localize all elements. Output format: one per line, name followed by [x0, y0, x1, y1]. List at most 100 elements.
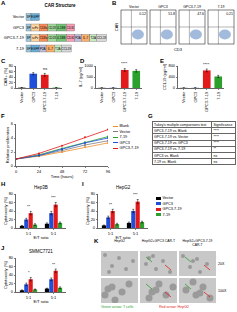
svg-text:**: **	[27, 204, 31, 209]
svg-text:GPC3-7-19: GPC3-7-19	[42, 91, 47, 112]
svg-text:20: 20	[9, 217, 14, 222]
svg-text:SP: SP	[26, 15, 30, 19]
svg-text:Vector: Vector	[129, 5, 140, 9]
svg-text:48: 48	[60, 169, 65, 174]
svg-text:60: 60	[9, 200, 14, 205]
svg-text:GPC3-7-19: GPC3-7-19	[4, 35, 25, 40]
svg-text:T2A: T2A	[90, 36, 96, 40]
svg-text:Cytotoxicity (%): Cytotoxicity (%)	[85, 196, 90, 224]
svg-text:0: 0	[11, 85, 14, 90]
svg-text:HepG2: HepG2	[116, 185, 131, 190]
svg-text:60: 60	[91, 200, 96, 205]
svg-text:GPC3-7-19: GPC3-7-19	[204, 91, 209, 112]
svg-text:5:1: 5:1	[51, 295, 57, 300]
svg-text:20: 20	[91, 217, 96, 222]
svg-text:72: 72	[83, 169, 88, 174]
svg-text:80: 80	[91, 191, 96, 196]
svg-text:5:1: 5:1	[51, 231, 57, 236]
svg-text:Hep3B: Hep3B	[34, 185, 48, 190]
svg-text:CCL19 (pg/ml): CCL19 (pg/ml)	[162, 63, 167, 90]
svg-text:80: 80	[9, 63, 14, 68]
svg-text:E/T ratio: E/T ratio	[33, 299, 49, 304]
svg-text:SMMC7721: SMMC7721	[29, 249, 53, 254]
svg-text:ns: ns	[43, 66, 47, 71]
svg-text:80: 80	[9, 191, 14, 196]
svg-text:4-1BB: 4-1BB	[57, 26, 65, 30]
svg-text:400: 400	[168, 74, 175, 79]
svg-text:SP: SP	[26, 36, 30, 40]
svg-text:GPC3: GPC3	[193, 91, 198, 103]
svg-text:Vector: Vector	[181, 91, 186, 103]
svg-text:GPC3: GPC3	[13, 25, 25, 30]
svg-text:5:1: 5:1	[133, 231, 139, 236]
svg-text:0.21: 0.21	[226, 12, 233, 16]
svg-text:1000: 1000	[84, 63, 94, 68]
svg-text:E/T ratio: E/T ratio	[33, 235, 49, 240]
svg-text:0: 0	[91, 85, 94, 90]
svg-text:2: 2	[11, 149, 14, 154]
svg-text:Vector: Vector	[19, 91, 24, 103]
svg-text:GPC3-7-19: GPC3-7-19	[122, 91, 127, 112]
svg-text:4-1BB: 4-1BB	[57, 36, 65, 40]
svg-text:40: 40	[91, 208, 96, 213]
svg-text:CD3ζ: CD3ζ	[67, 36, 75, 40]
svg-text:T2A: T2A	[55, 47, 61, 51]
svg-text:51.8: 51.8	[168, 12, 175, 16]
svg-text:7-19: 7-19	[216, 91, 221, 100]
svg-text:CD28: CD28	[48, 36, 56, 40]
svg-text:Cytotoxicity (%): Cytotoxicity (%)	[3, 260, 8, 288]
svg-text:40: 40	[9, 208, 14, 213]
svg-text:IL-7: IL-7	[48, 47, 54, 51]
svg-text:24: 24	[37, 169, 42, 174]
svg-text:0: 0	[173, 85, 176, 90]
svg-text:500: 500	[86, 74, 93, 79]
svg-text:P2A: P2A	[40, 47, 46, 51]
svg-text:0: 0	[15, 169, 18, 174]
svg-text:***: ***	[51, 195, 56, 200]
svg-text:Time (hours): Time (hours)	[51, 174, 74, 179]
svg-text:7-19: 7-19	[217, 5, 224, 9]
svg-text:EGFP: EGFP	[31, 15, 39, 19]
svg-text:Vector: Vector	[13, 14, 25, 19]
svg-text:4: 4	[11, 135, 14, 140]
svg-text:CD8α: CD8α	[40, 36, 48, 40]
svg-text:Vector: Vector	[99, 91, 104, 103]
svg-text:scFv: scFv	[32, 36, 39, 40]
svg-text:**: **	[52, 262, 56, 267]
svg-text:CD3: CD3	[174, 47, 183, 52]
svg-text:47.6: 47.6	[197, 12, 204, 16]
svg-text:CD8α: CD8α	[40, 26, 48, 30]
svg-text:Cytotoxicity (%): Cytotoxicity (%)	[3, 196, 8, 224]
svg-text:EGFP: EGFP	[31, 47, 39, 51]
svg-text:CD28: CD28	[48, 26, 56, 30]
svg-text:60: 60	[9, 69, 14, 74]
svg-text:E/T ratio: E/T ratio	[115, 235, 131, 240]
svg-text:7-19: 7-19	[54, 91, 59, 100]
svg-text:GPC3: GPC3	[111, 91, 116, 103]
svg-text:CCL19: CCL19	[62, 47, 72, 51]
svg-text:CAR: CAR	[114, 23, 119, 32]
svg-text:6: 6	[11, 121, 14, 126]
svg-text:GPC3: GPC3	[31, 91, 36, 103]
svg-text:scFv: scFv	[32, 26, 39, 30]
svg-text:IL-7 (pg/ml): IL-7 (pg/ml)	[78, 66, 83, 87]
svg-text:1:1: 1:1	[26, 231, 32, 236]
svg-text:800: 800	[168, 63, 175, 68]
svg-text:60: 60	[9, 264, 14, 269]
svg-text:20: 20	[9, 80, 14, 85]
svg-text:7-19: 7-19	[134, 91, 139, 100]
svg-text:40: 40	[9, 74, 14, 79]
svg-text:0: 0	[11, 225, 14, 230]
svg-text:*: *	[28, 270, 30, 275]
svg-text:GPC3-7-19: GPC3-7-19	[183, 5, 201, 9]
svg-text:96: 96	[106, 169, 111, 174]
svg-text:SP: SP	[26, 26, 30, 30]
svg-text:40: 40	[9, 272, 14, 277]
svg-text:1:1: 1:1	[26, 295, 32, 300]
svg-text:***: ***	[133, 192, 138, 197]
svg-text:P2A: P2A	[75, 36, 81, 40]
svg-text:GPC3: GPC3	[158, 5, 168, 9]
svg-text:0.12: 0.12	[139, 12, 146, 16]
svg-text:SP: SP	[26, 47, 30, 51]
svg-text:CAR+ (%): CAR+ (%)	[3, 67, 8, 86]
